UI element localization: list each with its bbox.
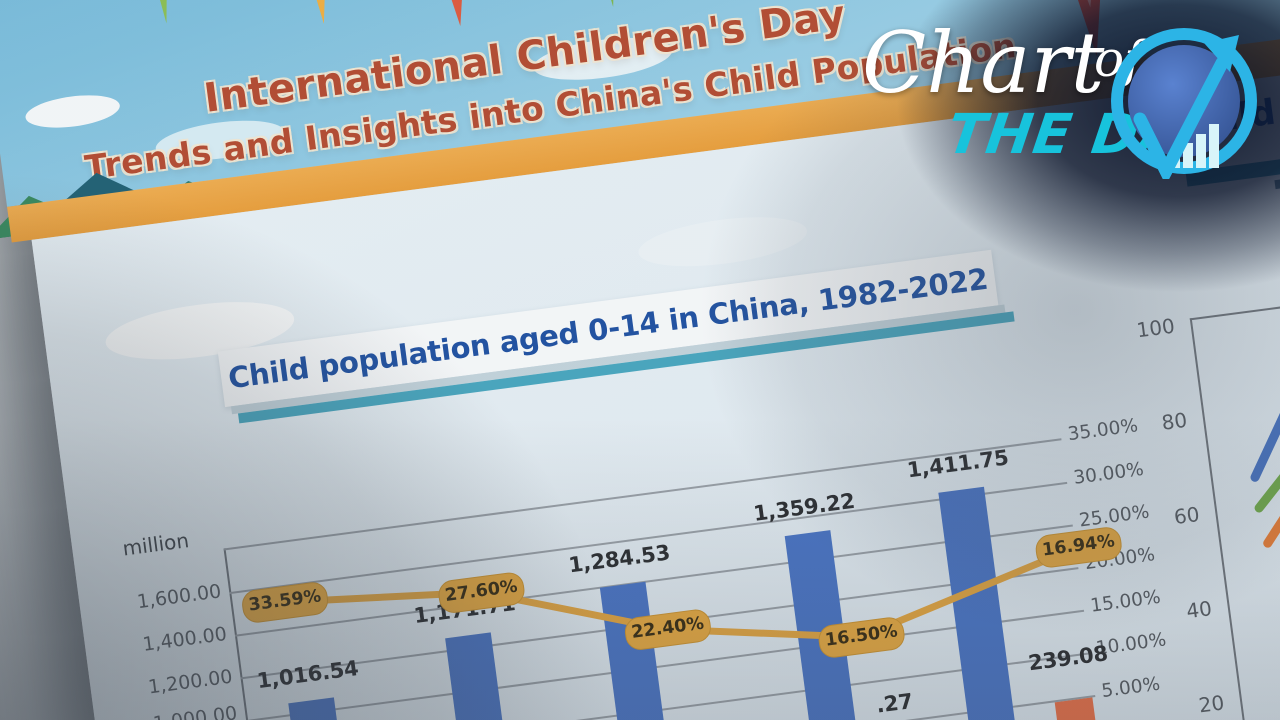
y-axis-tick-left: 1,400.00 [141, 622, 229, 656]
child-population-bar [1054, 697, 1140, 720]
y-axis-tick-left: 1,000.00 [151, 702, 239, 720]
chart2-y-tick: 20 [1197, 690, 1226, 718]
cloud-icon [635, 208, 810, 275]
chart2-y-tick: 80 [1160, 407, 1189, 435]
y-axis-tick-left: 1,600.00 [135, 580, 223, 614]
y-axis-unit-label: million [121, 528, 191, 561]
chart2-y-tick: 100 [1135, 313, 1177, 343]
chart2-top-axis-line [1189, 253, 1280, 321]
brand-emblem-icon [1111, 28, 1257, 179]
chart-sheet: Child population aged 0-14 in China, 198… [31, 15, 1280, 720]
y-axis-tick-left: 1,200.00 [146, 665, 234, 699]
chart2-line-series [1250, 337, 1280, 548]
brand-word-chart: Chart [862, 14, 1105, 112]
